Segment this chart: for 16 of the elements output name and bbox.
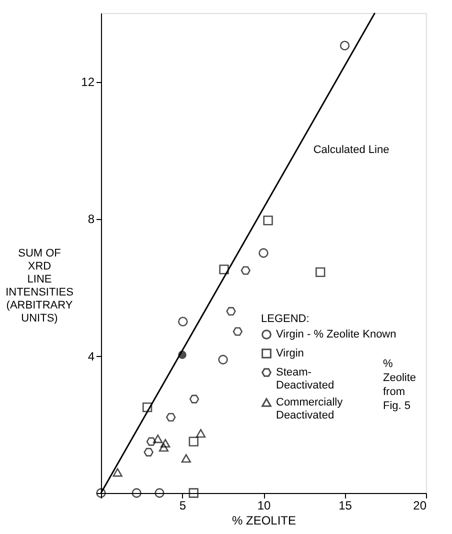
annotation: % Zeolite from Fig. 5 <box>383 358 416 412</box>
y-tick-label: 8 <box>88 212 95 226</box>
x-axis-title: % ZEOLITE <box>232 514 296 528</box>
legend-label: Virgin <box>276 348 304 360</box>
y-tick-label: 12 <box>81 75 95 90</box>
legend-label: Steam-Deactivated <box>276 366 334 392</box>
legend-label: Commercially Deactivated <box>276 396 344 422</box>
legend-title: LEGEND: <box>261 313 310 325</box>
y-axis-title: SUM OF XRD LINE INTENSITIES (ARBITRARY UNITS) <box>6 248 74 324</box>
x-tick-label: 10 <box>257 498 271 512</box>
x-tick-label: 15 <box>338 498 352 512</box>
x-tick-label: 5 <box>179 498 186 512</box>
annotation: Calculated Line <box>313 144 390 156</box>
x-tick-label: 20 <box>413 498 427 512</box>
legend-label: Virgin - % Zeolite Known <box>276 328 396 340</box>
y-tick-label: 4 <box>88 349 95 364</box>
